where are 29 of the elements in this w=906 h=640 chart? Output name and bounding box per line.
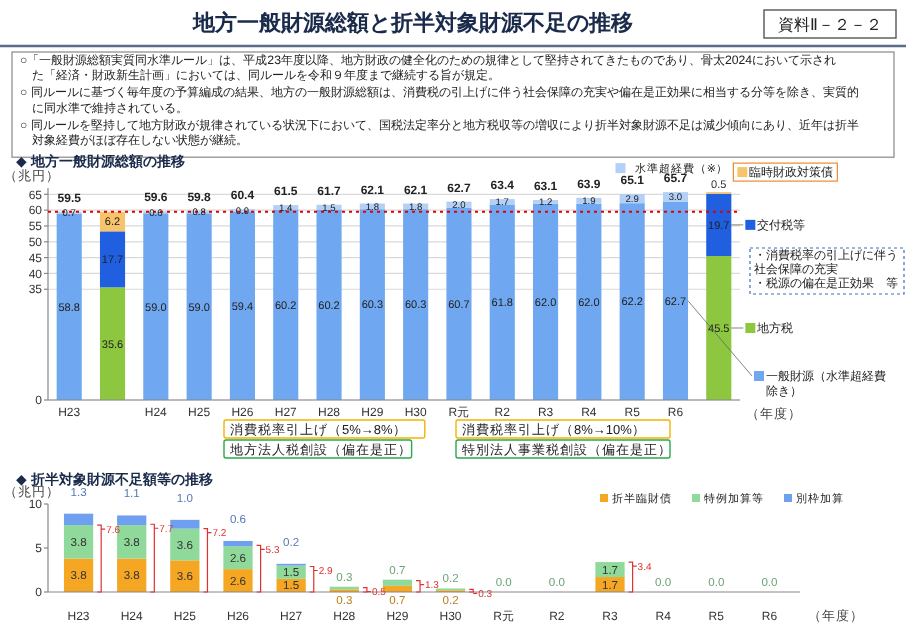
bar — [143, 213, 169, 400]
bar — [382, 579, 413, 586]
bar — [56, 213, 82, 400]
bar — [619, 203, 645, 400]
bar — [186, 213, 212, 400]
bar — [117, 525, 147, 559]
bar — [359, 209, 385, 400]
bar — [316, 209, 342, 400]
bar — [99, 287, 126, 400]
bar — [662, 201, 689, 400]
chart-title: 地方一般財源総額と折半対象財源不足の推移 — [191, 10, 633, 36]
bar — [117, 515, 147, 526]
bar — [273, 209, 299, 400]
bar — [706, 193, 732, 257]
text: 資料Ⅱ－２－２ — [778, 15, 882, 34]
bar — [170, 519, 200, 529]
bar — [706, 256, 732, 400]
bar — [489, 204, 515, 400]
bar — [63, 525, 94, 559]
bar — [229, 212, 255, 400]
bar — [63, 513, 94, 526]
bar — [99, 231, 126, 288]
bar — [446, 207, 472, 400]
bar — [533, 203, 559, 400]
bar — [223, 540, 253, 547]
bar — [223, 546, 253, 570]
bar — [576, 203, 602, 400]
bar — [595, 562, 625, 578]
bar — [403, 209, 429, 400]
